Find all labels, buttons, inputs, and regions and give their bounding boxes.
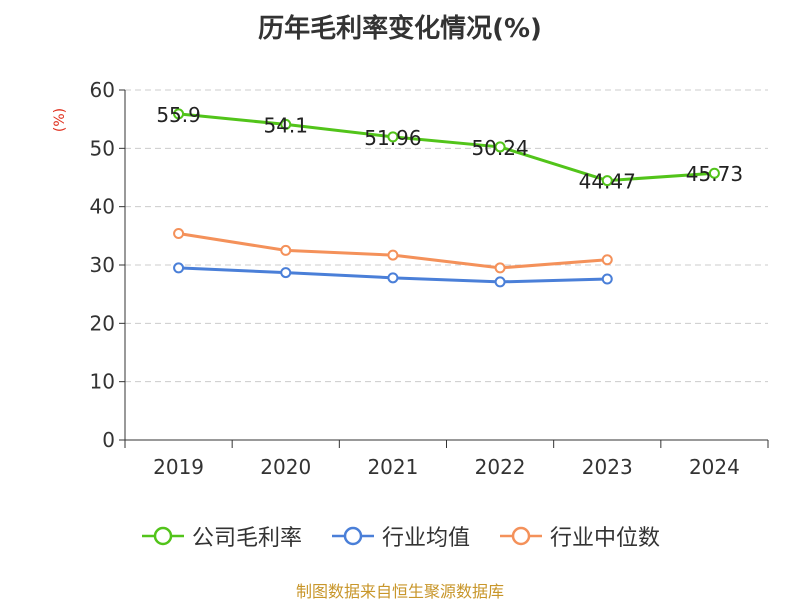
y-tick-label: 0 xyxy=(102,428,115,452)
data-point xyxy=(494,276,506,288)
data-point xyxy=(387,272,399,284)
legend-label: 行业均值 xyxy=(381,526,470,551)
legend-line-icon xyxy=(331,526,374,546)
x-tick-label: 2023 xyxy=(582,455,633,479)
data-point xyxy=(173,108,185,120)
data-point xyxy=(173,228,185,239)
x-tick-label: 2022 xyxy=(475,455,526,479)
data-point xyxy=(387,249,399,261)
data-point xyxy=(494,141,506,153)
data-label: 54.1 xyxy=(263,113,308,137)
data-label: 44.47 xyxy=(579,170,636,194)
legend-label: 行业中位数 xyxy=(550,526,661,551)
legend-line-icon xyxy=(141,526,184,546)
axes: 0 10 20 30 40 50 60 2019 2020 2021 2022 2023 2024 xyxy=(90,78,769,479)
data-labels: 55.9 54.1 51.96 50.24 44.47 45.73 xyxy=(156,103,743,194)
data-point xyxy=(280,244,292,256)
y-tick-label: 50 xyxy=(90,136,115,160)
series-line xyxy=(178,112,715,183)
x-tick-label: 2020 xyxy=(260,455,311,479)
data-point xyxy=(601,175,613,187)
source-note: 制图数据来自恒生聚源数据库 xyxy=(295,582,504,601)
y-tick-label: 10 xyxy=(90,370,115,394)
legend-item-industry-median[interactable]: 行业中位数 xyxy=(498,520,660,552)
x-tick-label: 2024 xyxy=(689,455,740,479)
legend: 公司毛利率 行业均值 行业中位数 xyxy=(0,520,800,552)
y-tick-label: 20 xyxy=(90,311,115,335)
y-tick-label: 30 xyxy=(90,253,115,277)
data-point xyxy=(173,262,185,274)
data-point xyxy=(280,118,292,130)
legend-item-industry-mean[interactable]: 行业均值 xyxy=(330,520,470,552)
data-label: 51.96 xyxy=(364,126,421,150)
x-tick-label: 2021 xyxy=(367,455,418,479)
chart-title: 历年毛利率变化情况(%) xyxy=(258,14,542,44)
y-tick-label: 40 xyxy=(90,195,115,219)
data-label: 50.24 xyxy=(471,136,528,160)
grid-lines xyxy=(125,89,768,383)
data-point xyxy=(708,167,720,179)
data-point xyxy=(601,273,613,285)
legend-label: 公司毛利率 xyxy=(191,526,302,551)
x-tick-label: 2019 xyxy=(153,455,204,479)
data-point xyxy=(280,267,292,279)
data-point xyxy=(601,254,613,266)
data-label: 45.73 xyxy=(686,162,743,186)
data-point xyxy=(387,131,399,143)
series-lines xyxy=(173,108,720,288)
legend-item-company-margin[interactable]: 公司毛利率 xyxy=(140,520,302,552)
data-label: 55.9 xyxy=(156,103,201,127)
data-point xyxy=(494,262,506,274)
y-tick-label: 60 xyxy=(90,78,115,102)
legend-line-icon xyxy=(500,526,542,546)
